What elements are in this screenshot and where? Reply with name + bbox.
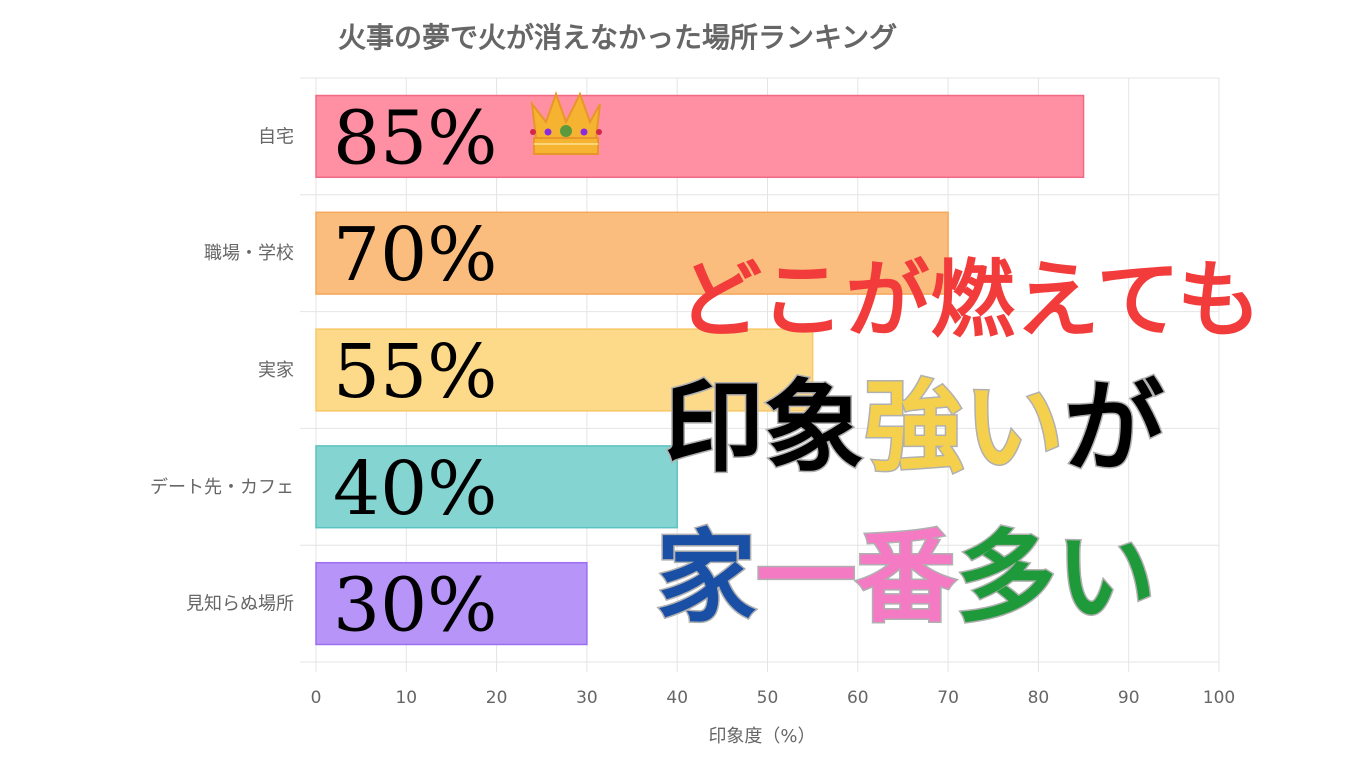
crown-icon [530,91,602,155]
value-label: 70% [333,212,497,298]
category-label: 実家 [258,360,294,381]
x-tick-label: 10 [395,688,417,708]
x-tick-label: 30 [576,688,598,708]
bar [315,211,949,295]
category-label: デート先・カフェ [150,477,294,498]
value-label: 85% [333,95,497,181]
value-labels: 85% 70% 55% 40% 30% [333,95,497,648]
x-tick-label: 0 [311,688,322,708]
x-tick-label: 40 [666,688,688,708]
x-tick-label: 70 [937,688,959,708]
x-axis-ticks: 0 10 20 30 40 50 60 70 80 90 100 [311,688,1236,708]
category-label: 職場・学校 [204,243,294,264]
overlay-headline-2: 印象強いが [663,376,1166,479]
overlay-headline-1: どこが燃えても [678,251,1263,349]
x-tick-label: 20 [486,688,508,708]
overlay-seg-strong: 強い [863,369,1066,486]
x-tick-label: 60 [847,688,869,708]
bar [315,328,814,412]
overlay-seg-impression: 印象 [663,369,866,486]
bar [315,445,678,529]
value-label: 55% [333,329,497,415]
x-tick-label: 80 [1028,688,1050,708]
category-label: 自宅 [258,126,294,147]
bar [315,94,1085,179]
chart-bars [315,94,1085,646]
chart-title: 火事の夢で火が消えなかった場所ランキング [338,21,897,54]
value-label: 30% [333,563,497,649]
category-label: 見知らぬ場所 [186,594,294,615]
overlay-seg-home: 家 [655,519,758,636]
x-axis-title: 印象度（%） [708,726,815,747]
overlay-seg-most: 一番 [755,519,958,636]
x-tick-label: 50 [757,688,779,708]
overlay-headline-3: 家一番多い [655,526,1158,629]
overlay-seg-many: 多い [955,519,1158,636]
x-tick-label: 90 [1118,688,1140,708]
value-label: 40% [333,446,497,532]
x-tick-label: 100 [1203,688,1235,708]
overlay-seg-ga: が [1063,369,1166,486]
bar [315,561,588,646]
